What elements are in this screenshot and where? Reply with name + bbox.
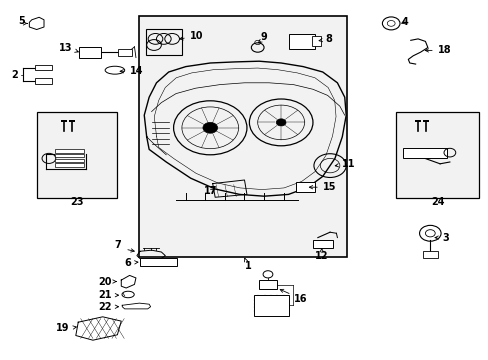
Bar — [35, 78, 52, 84]
Text: 19: 19 — [56, 323, 69, 333]
Bar — [61, 120, 66, 122]
Text: 8: 8 — [318, 34, 332, 44]
Text: 24: 24 — [430, 197, 444, 207]
Bar — [423, 120, 428, 122]
Text: 15: 15 — [309, 182, 336, 192]
Bar — [254, 295, 288, 316]
Bar — [35, 65, 52, 70]
Text: 3: 3 — [434, 233, 448, 243]
Text: 16: 16 — [280, 289, 307, 304]
Bar — [55, 149, 84, 153]
Text: 23: 23 — [70, 197, 84, 207]
Bar — [395, 112, 478, 198]
Bar — [140, 258, 176, 266]
Bar — [69, 120, 75, 122]
Text: 14: 14 — [120, 66, 143, 76]
Text: 18: 18 — [425, 45, 450, 55]
Bar — [295, 182, 315, 192]
Text: 12: 12 — [314, 251, 328, 261]
Text: 4: 4 — [401, 17, 407, 27]
Bar — [139, 16, 346, 257]
Text: 5: 5 — [19, 16, 25, 26]
Bar — [288, 34, 315, 49]
Bar — [312, 240, 333, 248]
Bar — [55, 159, 84, 162]
Text: 9: 9 — [260, 32, 267, 42]
Bar — [55, 163, 84, 167]
Text: 22: 22 — [98, 302, 111, 312]
Text: 10: 10 — [179, 31, 203, 41]
Text: 11: 11 — [335, 159, 355, 169]
Bar — [422, 251, 437, 258]
Bar — [403, 148, 447, 158]
Text: 1: 1 — [244, 258, 251, 271]
Bar — [414, 120, 420, 122]
Bar — [311, 36, 320, 46]
Text: 6: 6 — [124, 258, 138, 268]
Text: 2: 2 — [11, 70, 18, 80]
Text: 17: 17 — [204, 186, 218, 196]
Circle shape — [276, 119, 285, 126]
Bar — [37, 112, 117, 198]
Text: 13: 13 — [59, 42, 72, 53]
Text: 20: 20 — [98, 276, 111, 287]
Circle shape — [203, 122, 217, 133]
Text: 7: 7 — [114, 240, 121, 250]
Bar — [118, 49, 132, 56]
Bar — [55, 154, 84, 157]
Bar — [259, 280, 276, 289]
Polygon shape — [29, 17, 44, 30]
Text: 21: 21 — [98, 290, 111, 300]
Bar — [79, 47, 101, 58]
Bar — [145, 29, 182, 55]
